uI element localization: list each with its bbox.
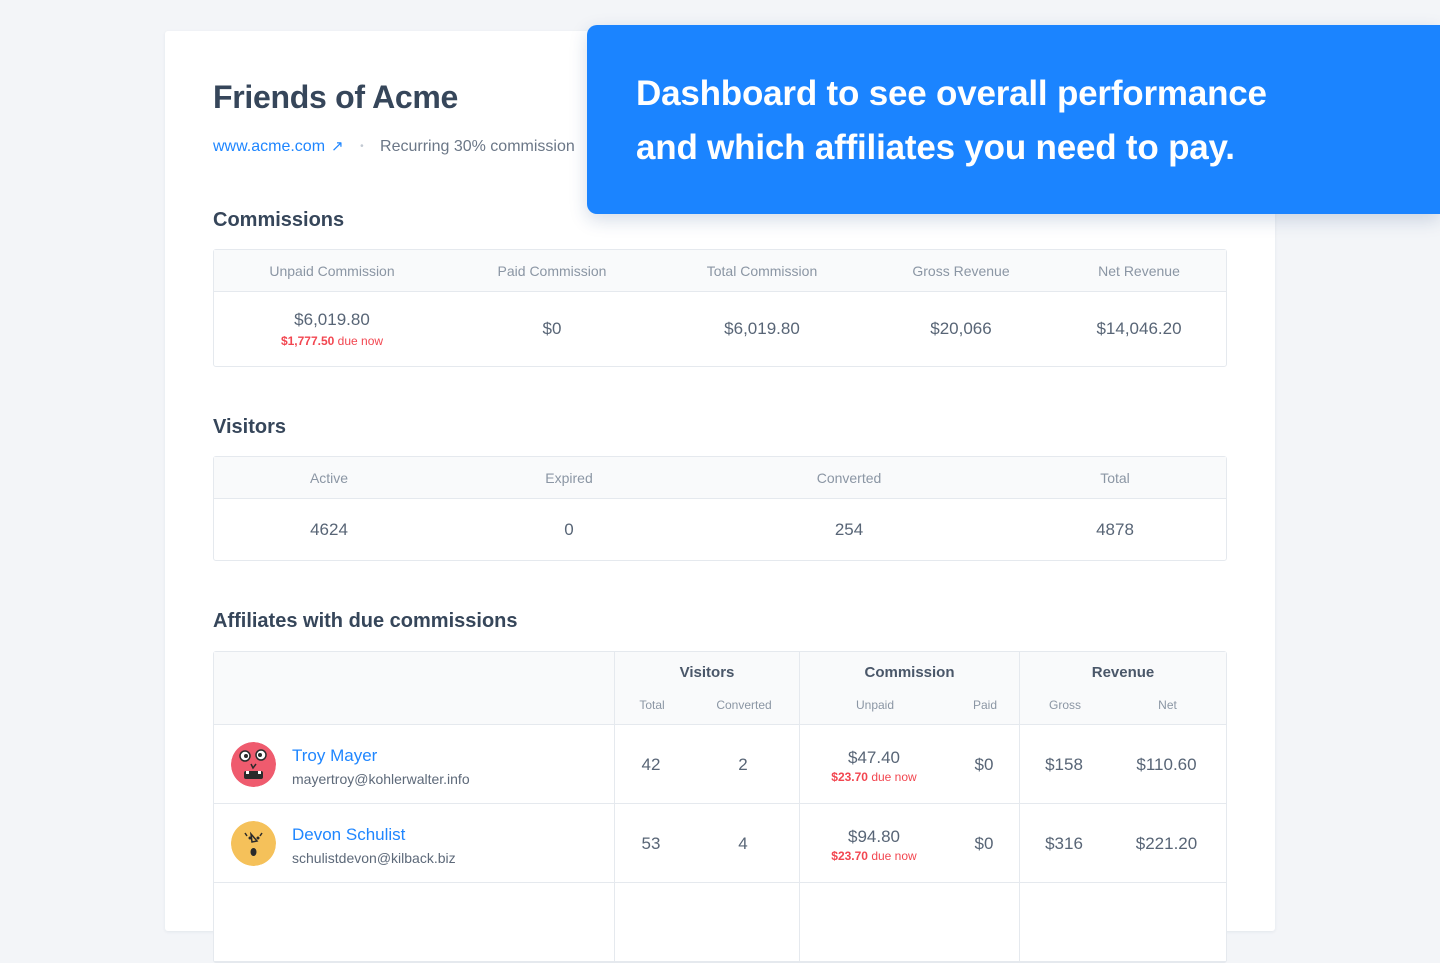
commissions-heading: Commissions [213,209,345,231]
header-expired: Expired [545,469,593,486]
callout-line-2: and which affiliates you need to pay. [636,128,1235,167]
subheader-paid: Paid [972,698,998,712]
visitors-value-row: 4624 0 254 4878 [214,499,1226,560]
visitors-group-title: Visitors [679,664,735,681]
website-link[interactable]: www.acme.com ↗ [213,138,344,155]
active-visitors-value: 4624 [310,519,348,539]
external-link-icon: ↗ [331,138,344,155]
table-row[interactable]: Devon Schulist schulistdevon@kilback.biz… [214,804,1226,883]
monster-face-icon [231,742,276,787]
feature-callout-banner: Dashboard to see overall performance and … [587,25,1440,214]
visitors-heading: Visitors [213,416,286,438]
visitors-total-value: 53 [641,834,661,853]
commission-group-title: Commission [864,664,955,681]
paid-value: $0 [974,755,994,774]
table-row[interactable]: Troy Mayer mayertroy@kohlerwalter.info 4… [214,725,1226,804]
unpaid-value: $94.80 [848,827,900,846]
unpaid-value: $47.40 [848,748,900,767]
due-amount: $1,777.50 [280,334,335,348]
header-total-commission: Total Commission [706,262,818,279]
header-converted: Converted [816,469,882,486]
paid-commission-value: $0 [542,319,562,338]
due-now-note: $23.70 due now [819,849,929,863]
program-meta: www.acme.com ↗ • Recurring 30% commission… [213,137,607,156]
visitors-converted-value: 4 [738,834,748,853]
affiliate-name-link[interactable]: Devon Schulist [292,825,406,844]
subheader-net: Net [1158,698,1177,712]
callout-text: Dashboard to see overall performance and … [636,67,1416,175]
affiliates-table: Visitors Total Converted Commission Unpa… [213,651,1227,963]
unpaid-commission-value: $6,019.80 [294,310,370,329]
revenue-group-header: Revenue Gross Net [1019,652,1226,724]
subheader-unpaid: Unpaid [855,698,895,712]
commissions-header-row: Unpaid Commission Paid Commission Total … [214,250,1226,292]
gross-value: $316 [1045,834,1083,853]
due-label: due now [337,334,384,348]
total-visitors-value: 4878 [1096,519,1134,539]
commission-terms: Recurring 30% commission [380,138,575,155]
due-now-note: $1,777.50 due now [214,334,450,348]
subheader-converted: Converted [716,698,772,712]
due-label: due now [871,849,917,863]
separator-dot: • [360,141,364,153]
website-link-label: www.acme.com [213,138,326,155]
net-value: $221.20 [1135,834,1198,853]
expired-visitors-value: 0 [564,519,574,539]
affiliate-email: schulistdevon@kilback.biz [292,850,456,866]
total-commission-value: $6,019.80 [724,319,800,338]
affiliates-header: Visitors Total Converted Commission Unpa… [214,652,1226,725]
avatar-bg [231,742,276,787]
visitors-summary: Active Expired Converted Total 4624 0 25… [213,456,1227,561]
due-amount: $23.70 [831,849,868,863]
paid-value: $0 [974,834,994,853]
unpaid-commission-cell: $6,019.80 $1,777.50 due now [214,310,450,348]
affiliates-heading: Affiliates with due commissions [213,610,518,632]
subheader-total: Total [639,698,665,712]
revenue-group-title: Revenue [1091,664,1155,681]
table-row[interactable] [214,883,1226,962]
unpaid-commission-cell: $47.40 $23.70 due now [819,748,929,784]
visitors-total-value: 42 [641,755,661,774]
avatar [231,742,276,787]
affiliate-email: mayertroy@kohlerwalter.info [292,771,470,787]
header-unpaid-commission: Unpaid Commission [269,262,395,279]
header-total: Total [1100,469,1130,486]
commissions-value-row: $6,019.80 $1,777.50 due now $0 $6,019.80… [214,292,1226,366]
cartoon-face-icon [231,821,276,866]
header-paid-commission: Paid Commission [497,262,607,279]
avatar [231,821,276,866]
commissions-summary: Unpaid Commission Paid Commission Total … [213,249,1227,367]
unpaid-commission-cell: $94.80 $23.70 due now [819,827,929,863]
visitors-converted-value: 2 [738,755,748,774]
net-value: $110.60 [1136,755,1197,774]
gross-value: $158 [1045,755,1083,774]
due-label: due now [871,770,917,784]
commission-group-header: Commission Unpaid Paid [799,652,1019,724]
header-gross-revenue: Gross Revenue [912,262,1010,279]
visitors-group-header: Visitors Total Converted [614,652,799,724]
page-title: Friends of Acme [213,79,459,115]
visitors-header-row: Active Expired Converted Total [214,457,1226,499]
due-amount: $23.70 [831,770,868,784]
net-revenue-value: $14,046.20 [1096,319,1182,338]
avatar-bg [231,821,276,866]
due-now-note: $23.70 due now [819,770,929,784]
gross-revenue-value: $20,066 [930,319,992,338]
subheader-gross: Gross [1048,698,1081,712]
affiliate-name-link[interactable]: Troy Mayer [292,746,378,765]
header-active: Active [309,469,349,486]
converted-visitors-value: 254 [834,519,864,539]
header-net-revenue: Net Revenue [1098,262,1180,279]
callout-line-1: Dashboard to see overall performance [636,74,1267,113]
